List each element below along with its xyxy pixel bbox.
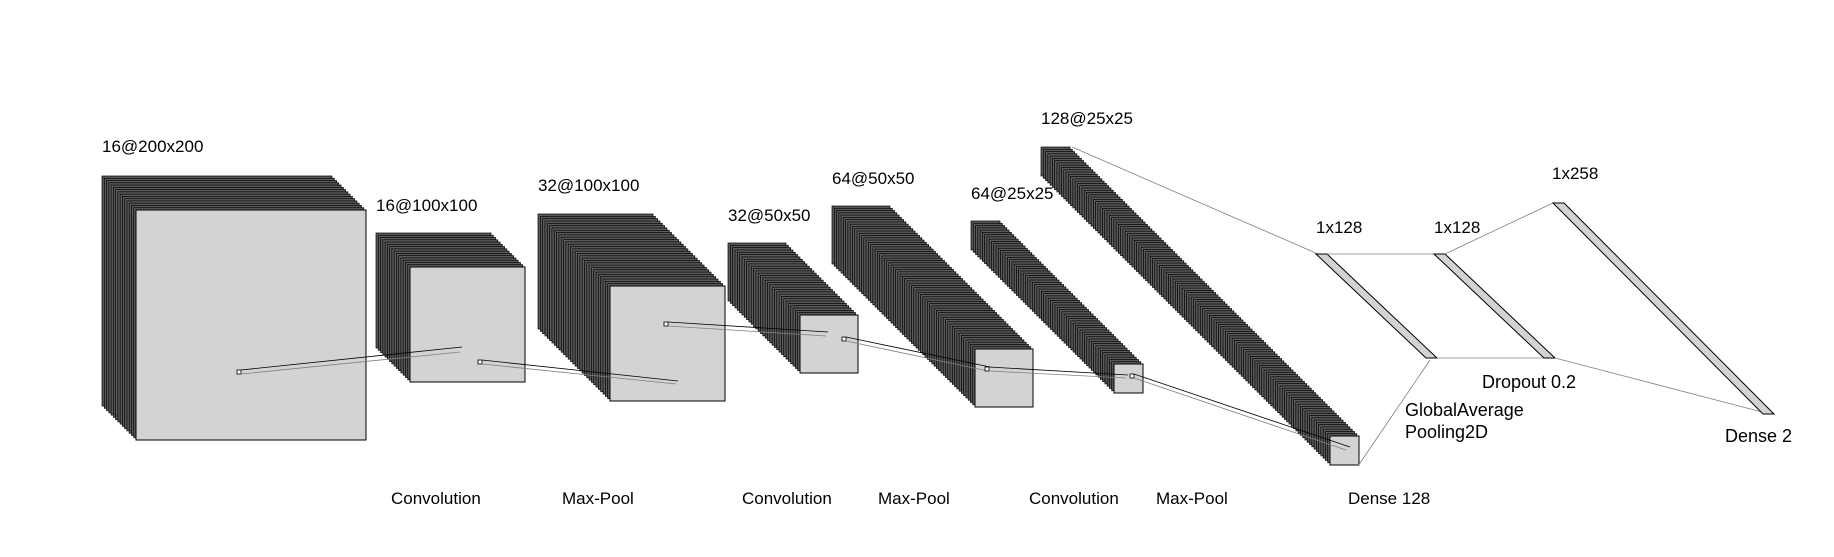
connector-pool3-top	[1071, 146, 1319, 255]
label-gap-dims: 1x128	[1316, 218, 1362, 237]
label-dense2: Dense 2	[1725, 426, 1792, 446]
kernel-line-pool2-a	[988, 366, 1129, 376]
kernel-line-conv3-b	[1133, 377, 1347, 451]
stack-pool1-front-face	[609, 285, 726, 402]
connector-dense-dropout-bottom	[1554, 357, 1763, 413]
stack-pool3	[1040, 146, 1360, 466]
label-conv1: 16@100x100	[376, 196, 477, 215]
dense128-bar	[1432, 253, 1557, 359]
kernel-line-conv2-b	[845, 340, 989, 372]
stack-conv1	[375, 232, 526, 383]
op-conv-2: Convolution	[742, 489, 832, 508]
kernel-patch-input	[236, 369, 242, 375]
label-conv2: 32@50x50	[728, 206, 811, 225]
label-gap-line1: GlobalAverage	[1405, 400, 1524, 420]
kernel-line-conv2-a	[845, 336, 991, 368]
kernel-patch-pool1	[663, 321, 669, 327]
op-maxpool-1: Max-Pool	[562, 489, 634, 508]
kernel-line-conv1-b	[481, 363, 677, 385]
label-dense128-dims: 1x128	[1434, 218, 1480, 237]
kernel-line-input-b	[240, 351, 461, 375]
op-maxpool-2: Max-Pool	[878, 489, 950, 508]
kernel-line-conv1-a	[481, 359, 679, 382]
op-conv-1: Convolution	[391, 489, 481, 508]
label-dropout: Dropout 0.2	[1482, 372, 1576, 392]
stack-pool3-front-face	[1329, 435, 1360, 466]
dense-labels: 1x128 1x128 1x258	[1316, 164, 1598, 237]
dropout-bar	[1551, 202, 1776, 415]
stack-conv3-front-face	[1113, 363, 1144, 394]
kernel-line-input-a	[240, 346, 463, 371]
stack-conv1-front-face	[409, 266, 526, 383]
side-labels: GlobalAverage Pooling2D Dropout 0.2 Dens…	[1405, 372, 1792, 446]
label-gap-line2: Pooling2D	[1405, 422, 1488, 442]
label-pool3: 128@25x25	[1041, 109, 1133, 128]
kernel-patch-pool2	[984, 366, 990, 372]
dense-layers	[1071, 146, 1776, 467]
stack-input-front-face	[135, 209, 367, 441]
kernel-connectors	[236, 321, 1351, 451]
kernel-line-pool2-b	[988, 370, 1127, 379]
label-pool2: 64@50x50	[832, 169, 915, 188]
connector-pool3-bottom	[1357, 359, 1431, 467]
label-dropout-dims: 1x258	[1552, 164, 1598, 183]
stack-conv2	[727, 242, 859, 374]
kernel-line-pool1-b	[667, 325, 827, 337]
operation-labels: Convolution Max-Pool Convolution Max-Poo…	[391, 489, 1430, 508]
connector-dense-dropout-top	[1444, 202, 1554, 255]
stack-pool1	[537, 213, 726, 402]
kernel-line-pool1-a	[667, 321, 829, 333]
kernel-patch-conv3	[1129, 373, 1135, 379]
stack-pool2-front-face	[974, 348, 1034, 408]
kernel-patch-conv1	[477, 359, 483, 365]
label-conv3: 64@25x25	[971, 184, 1054, 203]
kernel-patch-conv2	[841, 336, 847, 342]
label-pool1: 32@100x100	[538, 176, 639, 195]
stack-input	[101, 175, 367, 441]
gap-bar	[1314, 253, 1439, 359]
op-conv-3: Convolution	[1029, 489, 1119, 508]
op-maxpool-3: Max-Pool	[1156, 489, 1228, 508]
stack-conv3	[970, 220, 1144, 394]
label-input: 16@200x200	[102, 137, 203, 156]
kernel-line-conv3-a	[1133, 373, 1351, 448]
op-dense-128: Dense 128	[1348, 489, 1430, 508]
stack-conv2-front-face	[799, 314, 859, 374]
stack-labels: 16@200x200 16@100x100 32@100x100 32@50x5…	[102, 109, 1133, 225]
feature-map-stacks	[101, 146, 1360, 466]
